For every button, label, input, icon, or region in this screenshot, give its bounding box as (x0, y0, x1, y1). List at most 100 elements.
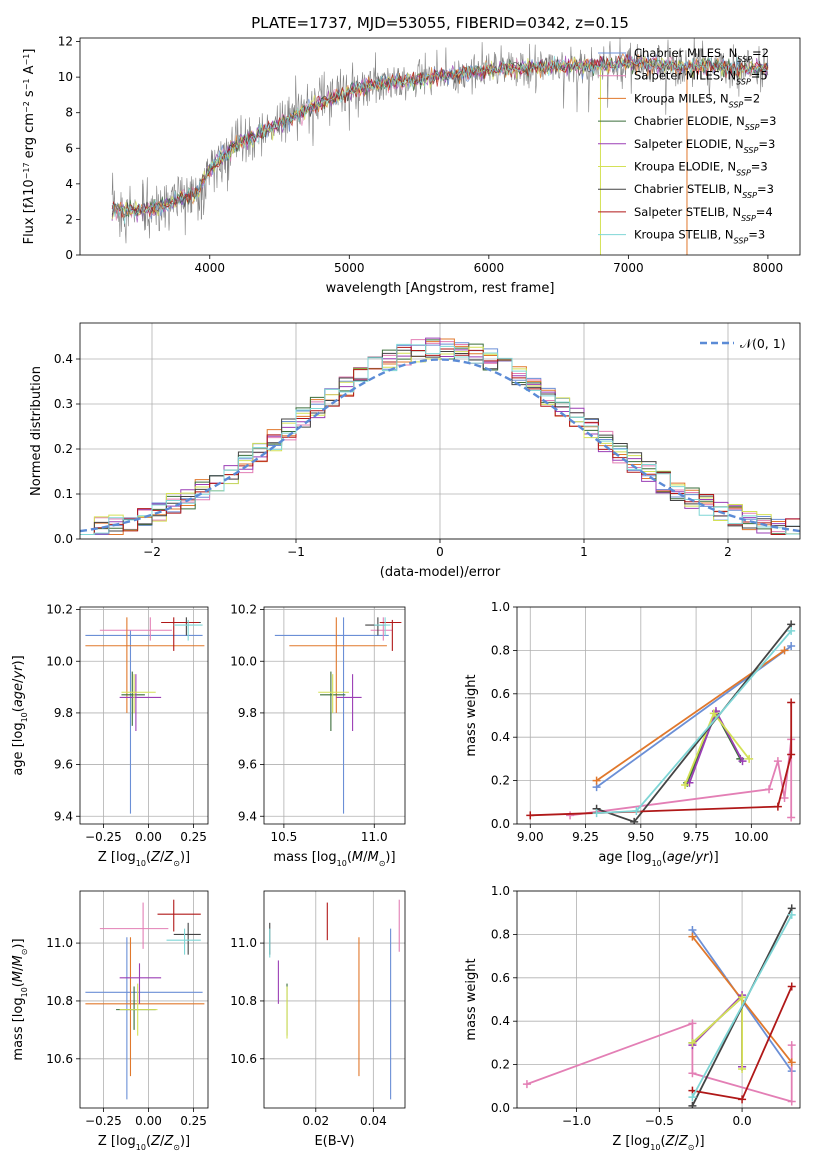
x-tick-label: 0.02 (302, 1114, 329, 1128)
legend-entry: Kroupa STELIB, NSSP=3 (634, 228, 765, 246)
legend-value: =2 (743, 91, 760, 105)
weight-marker (787, 982, 796, 991)
x-tick-label: −2 (143, 545, 161, 559)
legend-entry: 𝒩(0, 1) (740, 336, 786, 351)
y-tick-label: 6 (65, 141, 73, 155)
plot-area-spectrum (111, 38, 769, 255)
weight-marker (630, 817, 639, 824)
axes-frame (516, 890, 801, 1109)
y-axis-label: mass weight (464, 958, 479, 1040)
axes-frame (79, 322, 801, 540)
weight-line (596, 630, 792, 814)
y-tick-label: 0.8 (491, 643, 510, 657)
weight-line (684, 711, 750, 786)
plot-area-z-mass (85, 899, 205, 1100)
panel-mass-age: 10.5 11.0 9.4 9.6 9.8 10.0 10.2 mass [log10(M/M… (230, 603, 406, 868)
weight-marker (787, 626, 796, 635)
y-tick-label: 0.2 (491, 774, 510, 788)
legend-label: Kroupa ELODIE, N (634, 160, 736, 174)
weight-line (596, 623, 792, 823)
y-tick-label: 1.0 (491, 600, 510, 614)
legend-sub: SSP (734, 236, 749, 245)
weight-marker (787, 642, 796, 651)
legend-sub: SSP (742, 191, 757, 200)
y-tick-label: 0.6 (491, 971, 510, 985)
x-tick-label: −0.5 (645, 1114, 674, 1128)
x-axis-label: Z [log10(Z/Z⊙)] (98, 1134, 190, 1152)
weight-marker (688, 932, 697, 941)
x-tick-label: 0.0 (733, 1114, 752, 1128)
x-tick-label: 7000 (613, 261, 644, 275)
legend-sub: SSP (736, 168, 751, 177)
plot-area-residuals (80, 337, 800, 535)
legend-entry: Kroupa MILES, NSSP=2 (634, 91, 760, 109)
legend-entry: Chabrier STELIB, NSSP=3 (634, 182, 774, 200)
y-tick-label: 0.4 (491, 730, 510, 744)
weight-marker (688, 1101, 697, 1108)
residual-histogram (80, 343, 800, 535)
y-tick-label: 0.0 (491, 817, 510, 831)
x-tick-label: 9.50 (627, 830, 654, 844)
weight-marker (688, 1093, 697, 1102)
y-tick-label: 0 (65, 248, 73, 262)
legend-value: =3 (751, 160, 768, 174)
x-tick-label: 0.25 (180, 1114, 207, 1128)
y-tick-label: 9.6 (54, 758, 73, 772)
legend-entry: Kroupa ELODIE, NSSP=3 (634, 160, 768, 178)
chart-title: PLATE=1737, MJD=53055, FIBERID=0342, z=0… (251, 14, 629, 32)
x-tick-label: 9.00 (517, 830, 544, 844)
weight-marker (787, 910, 796, 919)
x-tick-label: 0.25 (180, 830, 207, 844)
legend-label: Chabrier ELODIE, N (634, 114, 745, 128)
legend-value: =2 (752, 46, 769, 60)
weight-line (691, 914, 793, 1098)
legend-entry: Salpeter ELODIE, NSSP=3 (634, 137, 775, 155)
model-spectrum (111, 55, 768, 225)
weight-marker (773, 757, 782, 766)
weight-marker (526, 811, 535, 820)
y-tick-label: 0.3 (54, 397, 73, 411)
x-tick-label: 5000 (334, 261, 365, 275)
x-tick-label: −0.25 (85, 1114, 122, 1128)
x-tick-label: 0.04 (360, 1114, 387, 1128)
y-tick-label: 0.0 (491, 1101, 510, 1115)
plot-area-z-age (85, 617, 205, 814)
y-tick-label: 11.0 (230, 936, 257, 950)
y-tick-label: 4 (65, 177, 73, 191)
axes-frame (263, 606, 406, 825)
weight-marker (738, 993, 747, 1002)
weight-marker (522, 1080, 531, 1089)
y-tick-label: 0.2 (54, 442, 73, 456)
y-tick-label: 0.8 (491, 927, 510, 941)
x-axis-label: E(B-V) (314, 1134, 354, 1149)
x-axis-label: wavelength [Angstrom, rest frame] (326, 281, 555, 296)
y-tick-label: 9.4 (238, 809, 257, 823)
weight-marker (787, 1097, 796, 1106)
legend-label: Kroupa MILES, N (634, 91, 729, 105)
x-tick-label: 6000 (474, 261, 505, 275)
y-tick-label: 11.0 (46, 936, 73, 950)
y-tick-label: 9.6 (238, 758, 257, 772)
legend-label: Salpeter STELIB, N (634, 205, 741, 219)
legend-value: =4 (756, 205, 773, 219)
weight-marker (709, 709, 718, 718)
x-tick-label: 11.0 (361, 830, 388, 844)
legend-label: Kroupa STELIB, N (634, 228, 734, 242)
legend-sub: SSP (741, 213, 756, 222)
legend-sub: SSP (744, 145, 759, 154)
y-tick-label: 0.1 (54, 487, 73, 501)
weight-marker (787, 1058, 796, 1067)
y-tick-label: 2 (65, 212, 73, 226)
y-tick-label: 10.0 (46, 654, 73, 668)
weight-marker (780, 646, 789, 655)
panel-z-mass: −0.25 0.00 0.25 10.6 10.8 11.0 Z [log10(Z/Z⊙)]… (11, 890, 209, 1152)
weight-marker (787, 813, 796, 822)
y-tick-label: 9.8 (238, 706, 257, 720)
legend-value: =3 (757, 182, 774, 196)
x-tick-label: 4000 (194, 261, 225, 275)
weight-marker (681, 780, 690, 789)
x-axis-label: mass [log10(M/M⊙)] (273, 850, 395, 868)
panel-z-weight: −1.0 −0.5 0.0 0.0 0.2 0.4 0.6 0.8 1.0 Z [log10(Z/… (464, 884, 801, 1152)
